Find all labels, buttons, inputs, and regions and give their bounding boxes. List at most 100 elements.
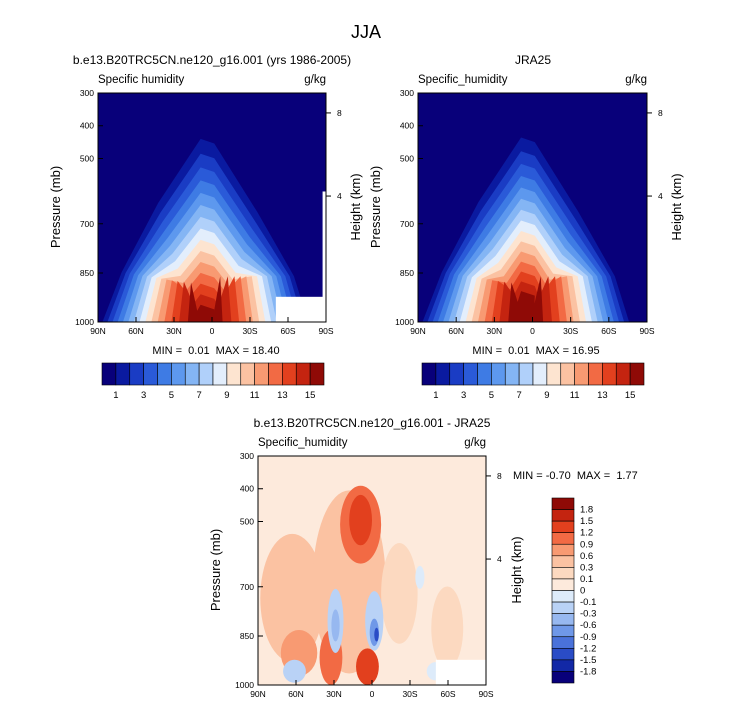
contour-band <box>331 609 340 642</box>
colorbar-label: -0.3 <box>580 609 596 620</box>
x-tick-label: 90S <box>639 326 654 336</box>
y-axis-right-label: Height (km) <box>509 536 524 603</box>
colorbar-swatch <box>551 497 575 510</box>
x-tick-label: 90N <box>250 689 266 699</box>
colorbar-swatch <box>463 362 478 386</box>
colorbar-label: 1 <box>113 390 118 401</box>
y-tick-label: 850 <box>80 268 94 278</box>
colorbar-swatch <box>184 362 200 386</box>
y-tick-label: 400 <box>400 121 414 131</box>
colorbar-label: 9 <box>544 390 549 401</box>
x-tick-label: 0 <box>370 689 375 699</box>
y-tick-label: 1000 <box>75 317 94 327</box>
colorbar-swatch <box>449 362 464 386</box>
colorbar-label: -0.1 <box>580 597 596 608</box>
colorbar-label: 1.5 <box>580 516 593 527</box>
x-tick-label: 60S <box>601 326 616 336</box>
contour-band <box>260 533 325 663</box>
colorbar-swatch <box>551 590 575 603</box>
colorbar-label: 9 <box>224 390 229 401</box>
colorbar-swatch <box>615 362 631 386</box>
humidity-difference-field <box>258 456 486 685</box>
missing-data-mask <box>322 191 326 322</box>
x-tick-label: 60S <box>280 326 295 336</box>
colorbar-swatch <box>421 362 437 386</box>
colorbar-label: 0.6 <box>580 551 593 562</box>
colorbar-swatch <box>143 362 158 386</box>
min-max-stats: MIN = 0.01 MAX = 16.95 <box>472 345 599 357</box>
x-tick-label: 30N <box>166 326 182 336</box>
colorbar-swatch <box>551 520 575 533</box>
colorbar-swatch <box>212 362 228 386</box>
colorbar-swatch <box>551 567 575 580</box>
units-label: g/kg <box>464 437 486 449</box>
colorbar-label: 3 <box>461 390 466 401</box>
contour-band <box>431 586 464 669</box>
colorbar-label: 1.8 <box>580 505 593 516</box>
colorbar-label: -0.9 <box>580 632 596 643</box>
colorbar-swatch <box>115 362 131 386</box>
colorbar-swatch <box>129 362 144 386</box>
min-max-stats: MIN = 0.01 MAX = 18.40 <box>152 345 279 357</box>
colorbar-swatch <box>551 636 575 649</box>
y-tick-label: 700 <box>240 582 254 592</box>
colorbar-swatch <box>551 601 575 614</box>
y-right-tick-label: 8 <box>337 108 342 118</box>
colorbar-swatch <box>551 543 575 557</box>
axes: 90N 60N 30N 0 30S 60S 90S 300 400 500 700 850 1000 8 4 <box>395 88 663 336</box>
colorbar-swatch <box>629 362 645 386</box>
colorbar-swatch <box>551 648 575 661</box>
colorbar-label: 5 <box>169 390 174 401</box>
colorbar-swatch <box>551 624 575 638</box>
x-tick-label: 30S <box>242 326 257 336</box>
contour-band <box>374 627 379 642</box>
units-label: g/kg <box>304 74 326 86</box>
contour-band <box>508 276 544 322</box>
colorbar-swatch <box>551 555 575 568</box>
y-right-tick-label: 8 <box>497 471 502 481</box>
colorbar-label: 0.9 <box>580 539 593 550</box>
colorbar-swatch <box>546 362 562 386</box>
colorbar-swatch <box>551 671 575 684</box>
x-tick-label: 60S <box>440 689 455 699</box>
colorbar-swatch <box>560 362 575 386</box>
x-tick-label: 90N <box>90 326 106 336</box>
colorbar-label: 7 <box>196 390 201 401</box>
colorbar-swatch <box>226 362 242 386</box>
humidity-field <box>418 93 647 322</box>
y-tick-label: 300 <box>400 88 414 98</box>
missing-data-mask <box>275 296 326 322</box>
y-right-tick-label: 4 <box>337 191 342 201</box>
colorbar-swatch <box>574 362 589 386</box>
y-tick-label: 850 <box>400 268 414 278</box>
panel-jra25: JRA25 Specific_humidity g/kg 90N 60N 30N 0 3… <box>368 53 684 401</box>
x-tick-label: 0 <box>210 326 215 336</box>
colorbar-label: 1 <box>433 390 438 401</box>
field-label: Specific humidity <box>98 74 185 86</box>
colorbar-swatch <box>435 362 451 386</box>
panel-model: b.e13.B20TRC5CN.ne120_g16.001 (yrs 1986-… <box>48 53 363 401</box>
colorbar-swatch <box>254 362 269 386</box>
colorbar-swatch <box>157 362 172 386</box>
colorbar-label: -1.2 <box>580 643 596 654</box>
x-tick-label: 90S <box>478 689 493 699</box>
x-tick-label: 30N <box>487 326 503 336</box>
main-title: JJA <box>351 22 381 42</box>
colorbar-swatch <box>477 362 492 386</box>
y-axis-label: Pressure (mb) <box>48 166 63 248</box>
x-tick-label: 60N <box>128 326 144 336</box>
x-tick-label: 0 <box>530 326 535 336</box>
y-right-tick-label: 8 <box>658 108 663 118</box>
colorbar-swatch <box>282 362 297 386</box>
colorbar-swatch <box>551 532 575 545</box>
humidity-field <box>98 93 326 322</box>
y-tick-label: 700 <box>400 219 414 229</box>
colorbar-label: -1.8 <box>580 666 596 677</box>
y-tick-label: 400 <box>80 121 94 131</box>
x-tick-label: 30N <box>326 689 342 699</box>
contour-band <box>349 494 372 546</box>
x-tick-label: 60N <box>448 326 464 336</box>
y-right-tick-label: 4 <box>658 191 663 201</box>
colorbar-label: 15 <box>625 390 636 401</box>
